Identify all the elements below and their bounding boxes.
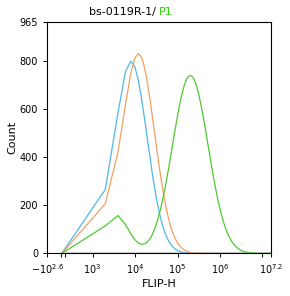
Text: P1: P1 [159,7,173,17]
X-axis label: FLIP-H: FLIP-H [142,279,177,289]
Text: bs-0119R-1/: bs-0119R-1/ [89,7,159,17]
Y-axis label: Count: Count [7,121,17,154]
